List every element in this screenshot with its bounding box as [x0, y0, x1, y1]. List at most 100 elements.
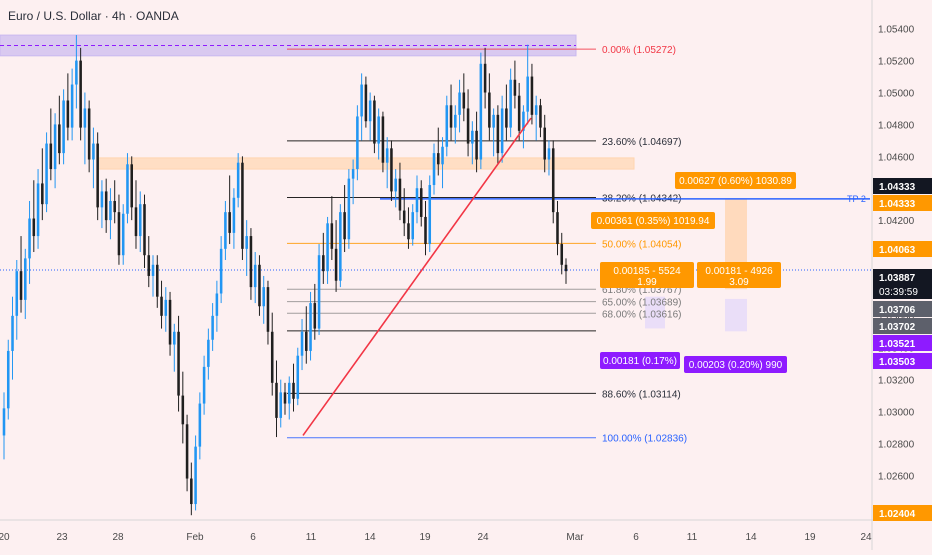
candle-body: [436, 153, 440, 165]
candle-body: [58, 124, 61, 154]
candle-body: [70, 84, 74, 128]
candle-body: [11, 315, 14, 351]
candle-body: [449, 105, 453, 128]
time-tick-label: 11: [306, 532, 317, 543]
candle-body: [534, 105, 538, 115]
candle-body: [181, 395, 185, 425]
candle-body: [513, 79, 517, 96]
candle-body: [134, 207, 138, 237]
candle-body: [241, 162, 244, 249]
candle-body: [121, 213, 125, 256]
price-tag: [873, 269, 932, 299]
fib-level-label: 65.00% (1.03689): [602, 298, 682, 309]
candle-body: [24, 258, 27, 300]
candle-body: [109, 200, 112, 221]
candle-body: [224, 212, 227, 249]
candle-body: [330, 223, 334, 249]
time-tick-label: 14: [364, 532, 376, 543]
candle-body: [287, 382, 291, 404]
candle-body: [236, 162, 240, 198]
candle-body: [53, 124, 57, 170]
candle-body: [522, 111, 525, 131]
candle-body: [496, 114, 500, 154]
candle-body: [28, 218, 31, 259]
measure-label: 0.00627 (0.60%) 1030.89: [679, 176, 792, 187]
price-tag: [873, 335, 932, 351]
price-tick-label: 1.05400: [878, 25, 915, 36]
price-tick-label: 1.02800: [878, 439, 915, 450]
candle-body: [279, 392, 283, 418]
candle-body: [385, 148, 389, 163]
candle-body: [424, 216, 427, 245]
candle-body: [190, 478, 193, 505]
fib-level-label: 61.80% (1.03767): [602, 285, 682, 296]
measure-label-box: [600, 262, 694, 288]
price-tag-label: 1.04333: [879, 199, 916, 210]
measure-box: [645, 296, 665, 329]
candle-body: [155, 264, 159, 297]
fib-level-label: 50.00% (1.04054): [602, 239, 682, 250]
candle-body: [517, 95, 521, 131]
price-tick-label: 1.04800: [878, 120, 915, 131]
candle-body: [343, 212, 346, 240]
candle-body: [356, 116, 359, 170]
price-tag-label: 1.03503: [879, 357, 916, 368]
candle-body: [526, 76, 529, 112]
candle-body: [360, 84, 363, 117]
candle-body: [441, 146, 444, 165]
candle-body: [402, 210, 406, 224]
price-tick-label: 1.02600: [878, 471, 915, 482]
candle-body: [275, 382, 278, 418]
candle-body: [364, 84, 368, 122]
candle-body: [428, 185, 432, 245]
measure-label-sub: 3.09: [729, 277, 749, 288]
chart-title: Euro / U.S. Dollar · 4h · OANDA: [8, 9, 179, 23]
candle-body: [381, 116, 385, 163]
price-tag: [873, 178, 932, 194]
measure-label: 0.00185 - 5524: [613, 266, 681, 277]
candle-body: [500, 108, 504, 154]
candle-body: [505, 108, 508, 128]
price-tag-label: 1.03521: [879, 339, 916, 350]
candle-body: [300, 331, 304, 356]
candle-body: [351, 169, 355, 179]
candle-body: [160, 296, 163, 316]
candle-body: [560, 244, 564, 265]
candle-body: [2, 408, 6, 436]
candle-body: [6, 350, 10, 409]
fib-level-label: 68.00% (1.03616): [602, 309, 682, 320]
candle-body: [215, 293, 219, 316]
measure-label-box: [697, 262, 781, 288]
candle-body: [258, 264, 261, 307]
measure-label: 0.00203 (0.20%) 990: [689, 360, 783, 371]
time-tick-label: 6: [250, 532, 256, 543]
price-tag-label: 1.04063: [879, 245, 916, 256]
candle-body: [466, 108, 470, 144]
measure-label-sub: 1.99: [637, 277, 657, 288]
price-tag: [873, 241, 932, 257]
candle-body: [41, 183, 44, 205]
candle-body: [313, 303, 317, 329]
price-tick-label: 1.03000: [878, 408, 915, 419]
price-tag-label: 1.02404: [879, 509, 916, 520]
time-tick-label: 19: [804, 532, 816, 543]
candle-body: [322, 255, 325, 272]
candle-body: [368, 100, 372, 122]
candle-body: [394, 178, 397, 192]
candle-body: [326, 223, 329, 272]
candle-body: [377, 116, 380, 144]
candle-body: [96, 143, 99, 208]
price-tag: [873, 353, 932, 369]
candle-body: [539, 105, 542, 128]
price-tag: [873, 195, 932, 211]
candle-body: [228, 212, 231, 233]
price-tag-label: 1.04333: [879, 182, 916, 193]
candle-body: [126, 164, 129, 214]
time-tick-label: 28: [112, 532, 124, 543]
candle-body: [347, 178, 351, 240]
candle-body: [283, 392, 287, 404]
time-tick-label: 6: [633, 532, 639, 543]
candle-body: [543, 127, 546, 160]
